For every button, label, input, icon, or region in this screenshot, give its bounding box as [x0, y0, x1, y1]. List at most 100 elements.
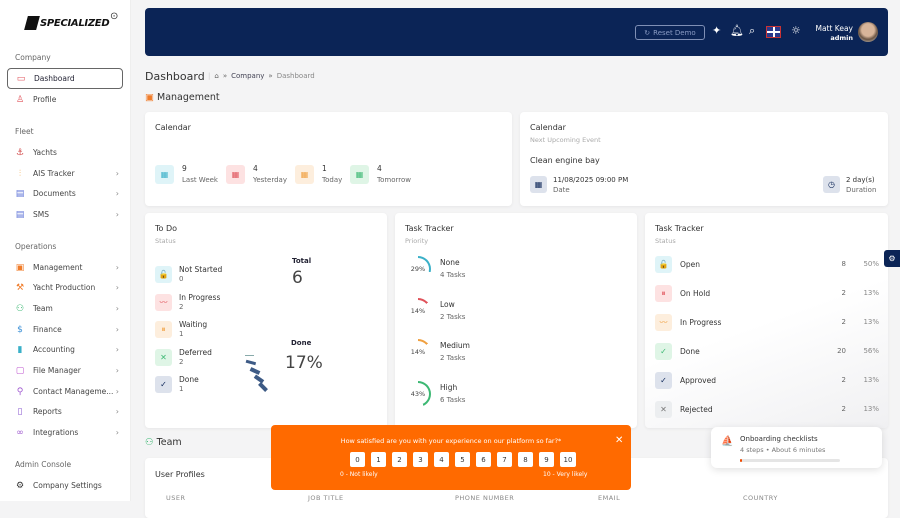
sparkle-icon[interactable]: ✦ — [712, 24, 722, 37]
calendar-icon: ▦ — [226, 165, 245, 184]
todo-status-label: Deferred — [179, 347, 212, 357]
calendar-icon: ▦ — [530, 176, 547, 193]
deferred-icon: ✕ — [155, 348, 172, 366]
uk-flag-icon[interactable] — [766, 26, 781, 38]
close-icon[interactable]: ✕ — [615, 435, 624, 446]
sidebar-item-management[interactable]: ▣ Management › — [7, 257, 123, 278]
bell-icon[interactable]: 🔔︎ — [730, 24, 744, 37]
rating-button-2[interactable]: 2 — [392, 452, 407, 467]
rating-button-6[interactable]: 6 — [476, 452, 491, 467]
team-icon: ⚇ — [15, 303, 25, 314]
rating-button-7[interactable]: 7 — [497, 452, 512, 467]
sidebar-item-profile[interactable]: ♙ Profile — [7, 89, 123, 110]
sidebar-item-label: AIS Tracker — [33, 169, 75, 178]
sidebar-item-file-manager[interactable]: ▢ File Manager › — [7, 360, 123, 381]
sidebar-item-yacht-production[interactable]: ⚒ Yacht Production › — [7, 277, 123, 298]
card-subtitle: Status — [155, 237, 176, 245]
chevron-right-icon: › — [115, 345, 119, 354]
status-count: 8 — [841, 260, 846, 268]
breadcrumb: | ⌂» Company» Dashboard — [208, 72, 315, 80]
sidebar-item-dashboard[interactable]: ▭ Dashboard — [7, 68, 123, 89]
column-header-email[interactable]: EMAIL — [598, 494, 621, 502]
status-count: 2 — [841, 405, 846, 413]
sidebar-item-ais-tracker[interactable]: ⫶ AIS Tracker › — [7, 163, 123, 184]
sidebar-item-finance[interactable]: $ Finance › — [7, 319, 123, 340]
sidebar-item-contact-manageme[interactable]: ⚲ Contact Manageme... › — [7, 381, 123, 402]
anchor-icon: ⚓ — [15, 147, 25, 158]
rating-button-5[interactable]: 5 — [455, 452, 470, 467]
avatar[interactable] — [858, 22, 878, 42]
page-title: Dashboard — [145, 70, 205, 83]
sidebar-item-integrations[interactable]: ∞ Integrations › — [7, 422, 123, 443]
done-label: Done — [291, 339, 312, 347]
open-icon: 🔓 — [655, 256, 672, 273]
sidebar-item-documents[interactable]: ▤ Documents › — [7, 183, 123, 204]
sidebar-item-label: Accounting — [33, 345, 75, 354]
rating-button-9[interactable]: 9 — [539, 452, 554, 467]
sidebar-item-label: Reports — [33, 407, 62, 416]
sidebar-item-sms[interactable]: ▤ SMS › — [7, 204, 123, 225]
sidebar-item-accounting[interactable]: ▮ Accounting › — [7, 339, 123, 360]
gauge-segment — [245, 355, 254, 356]
rating-button-1[interactable]: 1 — [371, 452, 386, 467]
chevron-right-icon: › — [115, 407, 119, 416]
column-header-user[interactable]: USER — [166, 494, 186, 502]
sidebar-item-label: File Manager — [33, 366, 81, 375]
column-header-phone[interactable]: PHONE NUMBER — [455, 494, 515, 502]
rating-button-3[interactable]: 3 — [413, 452, 428, 467]
reset-demo-button[interactable]: ↻ Reset Demo — [635, 25, 705, 40]
chevron-right-icon: › — [115, 325, 119, 334]
sidebar-item-company-settings[interactable]: ⚙ Company Settings — [7, 475, 123, 496]
sidebar-item-label: Dashboard — [34, 74, 75, 83]
sidebar-item-label: Documents — [33, 189, 76, 198]
rating-button-10[interactable]: 10 — [560, 452, 576, 467]
rating-button-8[interactable]: 8 — [518, 452, 533, 467]
briefcase-icon: ▣ — [145, 92, 154, 103]
priority-percentage: 14% — [407, 341, 429, 363]
onboarding-widget[interactable]: ⛵ Onboarding checklists 4 steps • About … — [711, 427, 882, 468]
brand-logo: SPECIALIZED — [24, 16, 110, 30]
home-icon[interactable]: ⌂ — [214, 72, 219, 80]
todo-status-label: Not Started — [179, 265, 223, 274]
chevron-right-icon: › — [115, 263, 119, 272]
status-count: 2 — [841, 318, 846, 326]
priority-task-count: 2 Tasks — [440, 354, 466, 362]
column-header-job-title[interactable]: JOB TITLE — [308, 494, 344, 502]
section-admin-console: Admin Console — [15, 460, 72, 469]
stat-label: Last Week — [182, 176, 218, 184]
on-hold-icon: ⏸ — [655, 285, 672, 302]
in-progress-icon: 〰 — [655, 314, 672, 331]
sidebar-item-label: Management — [33, 263, 83, 272]
sidebar-settings-icon[interactable]: ⊙ — [110, 11, 119, 22]
link-icon: ∞ — [16, 427, 24, 438]
priority-card: Task Tracker Priority 29% None 4 Tasks 14% L… — [395, 213, 637, 428]
todo-status-label: Waiting — [179, 320, 208, 329]
rating-button-0[interactable]: 0 — [350, 452, 365, 467]
event-name[interactable]: Clean engine bay — [530, 156, 600, 165]
customizer-gear-icon[interactable]: ⚙ — [884, 250, 900, 267]
todo-status-label: In Progress — [179, 292, 221, 302]
next-event-card: Calendar Next Upcoming Event Clean engin… — [520, 112, 888, 206]
priority-percentage: 14% — [407, 299, 429, 322]
sun-icon[interactable]: ☼ — [791, 24, 801, 37]
document-icon: ▤ — [15, 188, 25, 199]
breadcrumb-company[interactable]: Company — [231, 72, 265, 80]
priority-task-count: 6 Tasks — [440, 395, 466, 404]
gauge-segment — [258, 382, 268, 392]
search-icon[interactable]: ⌕ — [749, 24, 756, 37]
brand-text: SPECIALIZED — [40, 18, 110, 29]
card-title: User Profiles — [155, 470, 205, 479]
status-label: Approved — [680, 376, 716, 385]
sidebar-item-team[interactable]: ⚇ Team › — [7, 298, 123, 319]
column-header-country[interactable]: COUNTRY — [743, 494, 778, 502]
dollar-icon: $ — [17, 324, 23, 335]
bar-chart-icon: ▮ — [17, 344, 23, 355]
rating-button-4[interactable]: 4 — [434, 452, 449, 467]
stat-value: 9 — [182, 164, 187, 173]
sidebar-item-reports[interactable]: ▯ Reports › — [7, 401, 123, 422]
calendar-card: Calendar ▦ 9 Last Week ▦ 4 Yesterday ▦ 1 Today ▦ 4… — [145, 112, 512, 206]
sidebar-item-yachts[interactable]: ⚓ Yachts — [7, 142, 123, 163]
chevron-right-icon: › — [115, 169, 119, 178]
user-name: Matt Keay — [815, 24, 853, 33]
user-icon: ♙ — [15, 94, 25, 105]
